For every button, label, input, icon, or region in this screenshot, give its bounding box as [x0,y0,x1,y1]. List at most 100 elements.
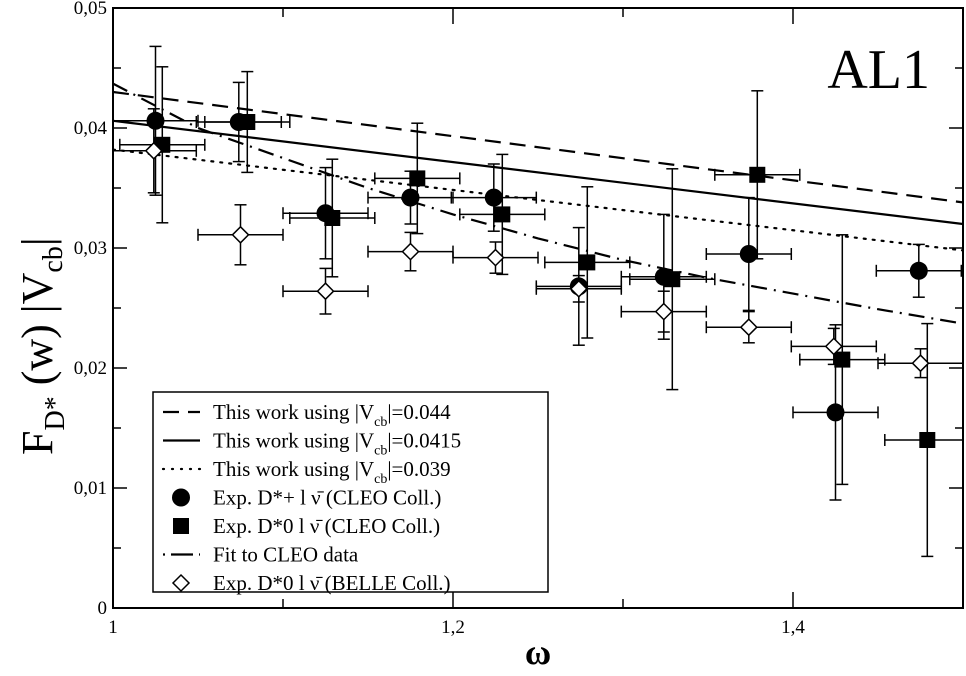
y-tick-label: 0,05 [74,0,107,19]
diamond-open-marker [401,242,420,261]
legend-label-text: This work using |V [213,457,374,481]
x-tick-label: 1,2 [441,617,465,638]
data-point [875,243,963,298]
legend-diamond-open-marker [171,573,191,593]
legend-label-text: ν̄ (CLEO Coll.) [310,514,440,538]
legend-item: This work using |Vcb|=0.044 [163,400,451,430]
legend-label-text: ν̄ (BELLE Coll.) [310,571,451,595]
data-point [374,122,461,235]
line-solid [113,119,963,226]
y-axis-label: FD* (w) |Vcb| [13,237,71,455]
legend-item: Fit to CLEO data [163,543,359,567]
legend-label-subscript: cb [374,472,387,487]
data-point [620,290,708,333]
y-label-main: F [13,431,62,455]
legend-label-subscript: cb [374,444,387,459]
legend-label-text: ν̄ (CLEO Coll.) [311,486,441,510]
chart-title: AL1 [827,39,930,101]
legend-label: Exp. D*+ l ν̄ (CLEO Coll.) [213,486,441,510]
circle-marker [739,245,758,263]
square-marker [239,114,256,130]
legend-label-text: This work using |V [213,400,374,424]
legend-label: This work using |Vcb|=0.039 [213,457,451,487]
y-tick-label: 0,01 [74,478,107,499]
diamond-open-marker [144,141,163,160]
legend-label-text: Fit to CLEO data [213,543,359,567]
square-marker [324,210,341,226]
legend-label-text: This work using |V [213,429,374,453]
legend-item: Exp. D*+ l ν̄ (CLEO Coll.) [172,486,441,510]
line-dotted [113,148,963,252]
data-point [629,168,716,391]
data-point [119,66,206,224]
data-point [367,231,454,272]
legend-label: Exp. D*0 l ν̄ (CLEO Coll.) [213,514,440,538]
x-axis-label: ω [525,632,551,671]
circle-marker [826,403,845,422]
square-marker [409,170,426,187]
data-point [884,322,963,558]
legend-item: This work using |Vcb|=0.0415 [163,429,461,459]
data-point [790,327,878,366]
square-marker [579,254,596,271]
data-point [204,70,291,174]
data-point [705,196,793,312]
y-tick-label: 0,03 [74,238,107,259]
data-point [799,234,886,486]
axes-ticks: 0 0,01 0,02 0,03 0,04 0,05 1 1,2 1,4 [74,0,963,638]
legend-label-subscript: cb [374,415,387,430]
square-marker [834,351,851,368]
legend-square-marker [173,518,189,534]
legend-label-text: |=0.044 [387,400,451,424]
legend-box [152,391,549,593]
line-dashdot [113,82,963,325]
circle-marker [401,188,420,207]
data-point [113,108,198,194]
diamond-open-marker [739,318,758,337]
diamond-open-marker [231,225,250,244]
legend-label-text: Exp. D*+ l [213,486,311,510]
diamond-open-marker [569,279,588,298]
diamond-open-marker [316,282,335,301]
y-label-sub: D* [40,396,71,430]
square-marker [749,166,766,183]
legend-label: Fit to CLEO data [213,543,359,567]
data-point [450,163,538,232]
circle-marker [146,111,165,130]
data-point [535,274,623,303]
circle-marker [484,188,503,207]
data-point [705,310,793,344]
diamond-open-marker [654,302,673,321]
y-label-sub2: cb [38,246,69,272]
data-point [289,158,376,278]
y-tick-label: 0 [98,598,108,619]
legend-label-text: |=0.039 [387,457,450,481]
data-point [714,90,801,260]
data-point [452,241,539,274]
legend-item: This work using |Vcb|=0.039 [161,457,451,487]
legend-label-text: Exp. D*0 l [213,571,310,595]
legend-item: Exp. D*0 l ν̄ (BELLE Coll.) [171,571,451,595]
diamond-open-marker [911,354,930,373]
diamond-open-marker [824,337,843,356]
legend-label-text: Exp. D*0 l [213,514,310,538]
y-label-mid: (w) |V [13,272,62,396]
x-tick-label: 1,4 [781,617,805,638]
circle-marker [909,261,928,280]
legend-label: This work using |Vcb|=0.044 [213,400,451,430]
x-tick-label: 1 [108,617,118,638]
y-tick-label: 0,04 [74,118,108,139]
line-dashed [113,90,963,204]
data-point [367,170,454,225]
data-points [113,45,963,558]
legend-label: Exp. D*0 l ν̄ (BELLE Coll.) [213,571,451,595]
square-marker [919,432,936,448]
legend-label: This work using |Vcb|=0.0415 [213,429,461,459]
data-point [197,204,284,266]
fit-lines [113,82,963,325]
legend-circle-marker [172,488,190,507]
y-label-end: | [13,237,62,246]
data-point [459,153,546,276]
